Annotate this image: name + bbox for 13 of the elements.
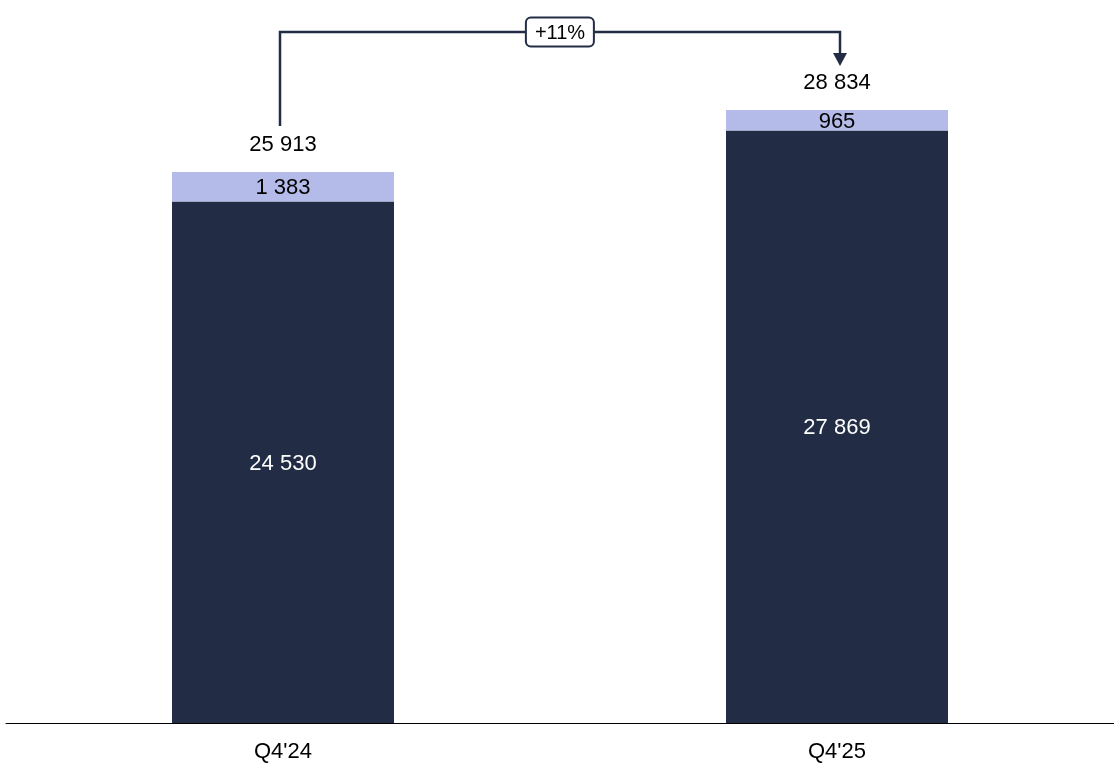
total-label: 28 834 [803, 68, 871, 94]
data-label: 1 383 [255, 174, 311, 200]
bar [726, 110, 948, 131]
data-label: 24 530 [249, 449, 317, 475]
bar [726, 130, 948, 723]
data-label: 27 869 [803, 414, 871, 440]
x-tick-label: Q4'25 [807, 737, 867, 763]
total-label: 25 913 [249, 130, 317, 156]
x-tick-label: Q4'24 [253, 737, 313, 763]
text: +11% [524, 16, 596, 48]
bar [172, 172, 394, 202]
bar [172, 201, 394, 723]
data-label: 965 [818, 107, 856, 133]
